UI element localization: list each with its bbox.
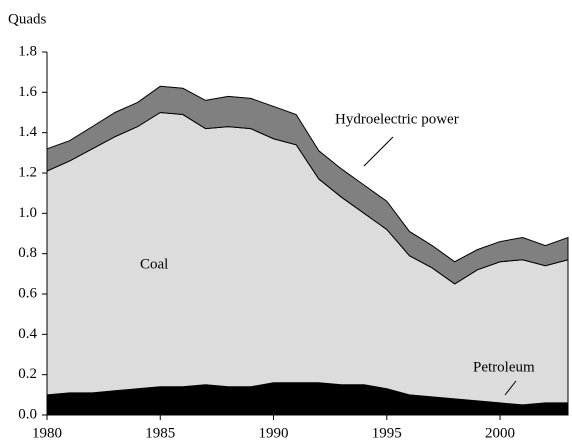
y-tick-label: 0.6 <box>18 285 37 301</box>
x-tick-label: 2000 <box>485 425 515 441</box>
y-tick-label: 0.2 <box>18 366 37 382</box>
area <box>46 85 569 285</box>
y-tick-label: 0.8 <box>18 245 37 261</box>
y-tick-label: 1.8 <box>18 43 37 59</box>
y-tick-label: 1.2 <box>18 164 37 180</box>
y-tick-label: 1.0 <box>18 205 37 221</box>
y-tick-label: 1.6 <box>18 84 37 100</box>
y-tick-label: 0.0 <box>18 406 37 422</box>
x-tick-label: 1990 <box>259 425 289 441</box>
series-label: Hydroelectric power <box>335 111 459 127</box>
x-tick-label: 1985 <box>145 425 175 441</box>
y-axis-label: Quads <box>8 11 46 27</box>
series-label: Coal <box>140 256 168 272</box>
leader-line <box>363 136 394 167</box>
y-tick-label: 0.4 <box>18 326 37 342</box>
series-label: Petroleum <box>473 359 535 375</box>
x-tick-label: 1980 <box>32 425 62 441</box>
leader-line <box>504 380 517 396</box>
x-tick-label: 1995 <box>372 425 402 441</box>
y-tick-label: 1.4 <box>18 124 37 140</box>
